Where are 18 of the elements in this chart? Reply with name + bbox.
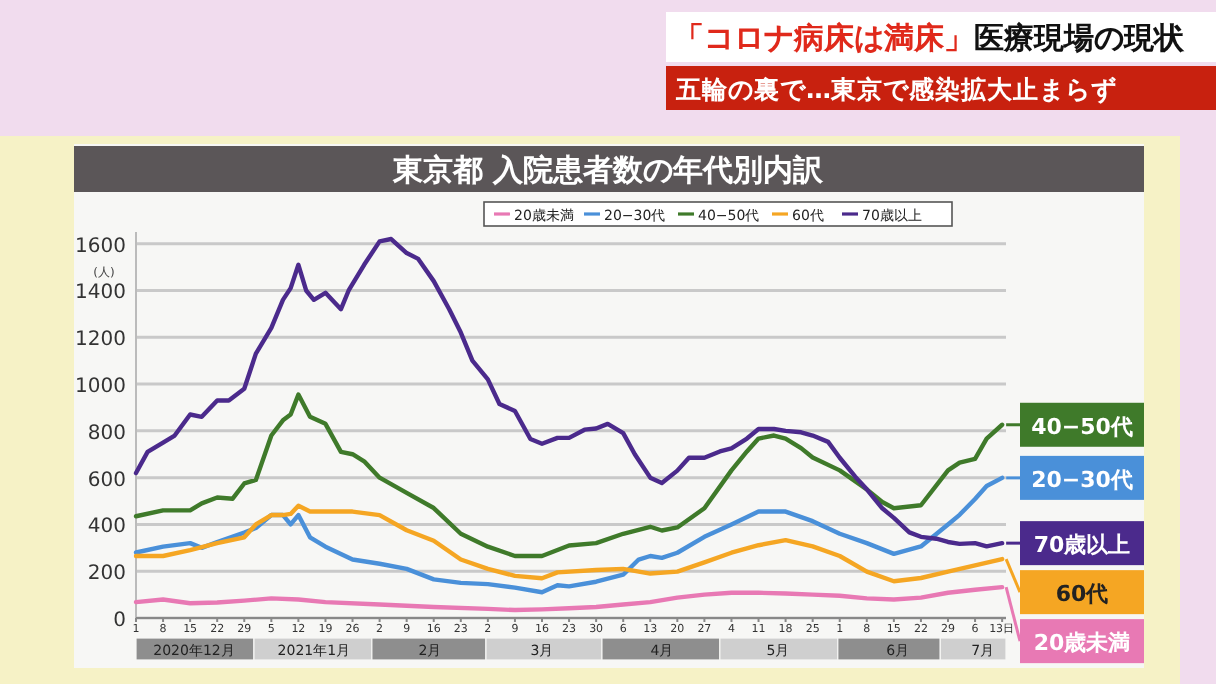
y-tick-label: 200 [87, 563, 126, 586]
y-tick-label: 1200 [75, 329, 126, 352]
text: 医療現場の現状 [974, 20, 1186, 56]
text: 70歳以上 [1033, 532, 1131, 559]
y-tick-label: 400 [87, 516, 126, 539]
y-tick-label: 1600 [75, 235, 126, 258]
text: 60代 [1055, 581, 1109, 608]
text: 「コロナ病床は満床」 [674, 20, 974, 56]
legend-label: 20−30代 [1031, 466, 1133, 493]
y-tick-label: 600 [87, 469, 126, 492]
text: 20歳未満 [1033, 630, 1131, 657]
y-tick-label: 0 [113, 610, 126, 632]
text: 五輪の裏で…東京で感染拡大止まらず [674, 74, 1117, 104]
y-tick-label: 1000 [75, 376, 126, 399]
chart-title: 東京都 入院患者数の年代別内訳 [390, 152, 826, 188]
y-tick-label: 1400 [75, 282, 126, 305]
y-tick-label: 800 [87, 422, 126, 445]
legend-label: 40−50代 [1031, 413, 1133, 440]
